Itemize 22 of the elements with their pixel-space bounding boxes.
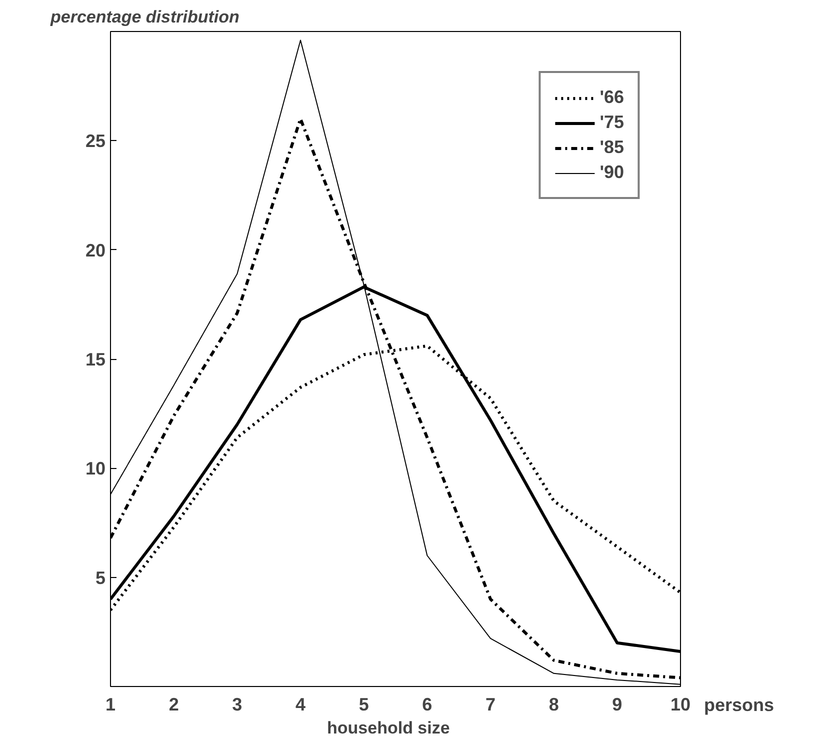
y-tick-label: 20	[85, 240, 106, 260]
x-axis-title: household size	[327, 718, 450, 738]
y-tick-label: 5	[95, 568, 106, 588]
legend-label: '85	[600, 137, 624, 158]
x-tick-label: 5	[358, 694, 369, 714]
y-tick-label: 15	[85, 350, 106, 370]
x-tick-label: 9	[612, 694, 622, 714]
legend-label: '75	[600, 112, 624, 133]
x-tick-label: 8	[548, 694, 559, 714]
x-tick-label: 3	[232, 694, 242, 714]
x-tick-label: 1	[105, 694, 116, 714]
chart-title: percentage distribution	[50, 8, 240, 26]
x-tick-label: 4	[295, 694, 306, 714]
x-tick-label: 10	[670, 694, 691, 714]
x-tick-label: 2	[168, 694, 179, 714]
y-tick-label: 25	[85, 131, 106, 152]
x-tick-label: 6	[422, 694, 432, 714]
legend-label: '90	[600, 162, 624, 183]
y-tick-label: 10	[85, 458, 106, 479]
text: persons	[704, 694, 774, 717]
x-tick-label: 7	[485, 694, 496, 714]
legend-label: '66	[600, 87, 624, 108]
